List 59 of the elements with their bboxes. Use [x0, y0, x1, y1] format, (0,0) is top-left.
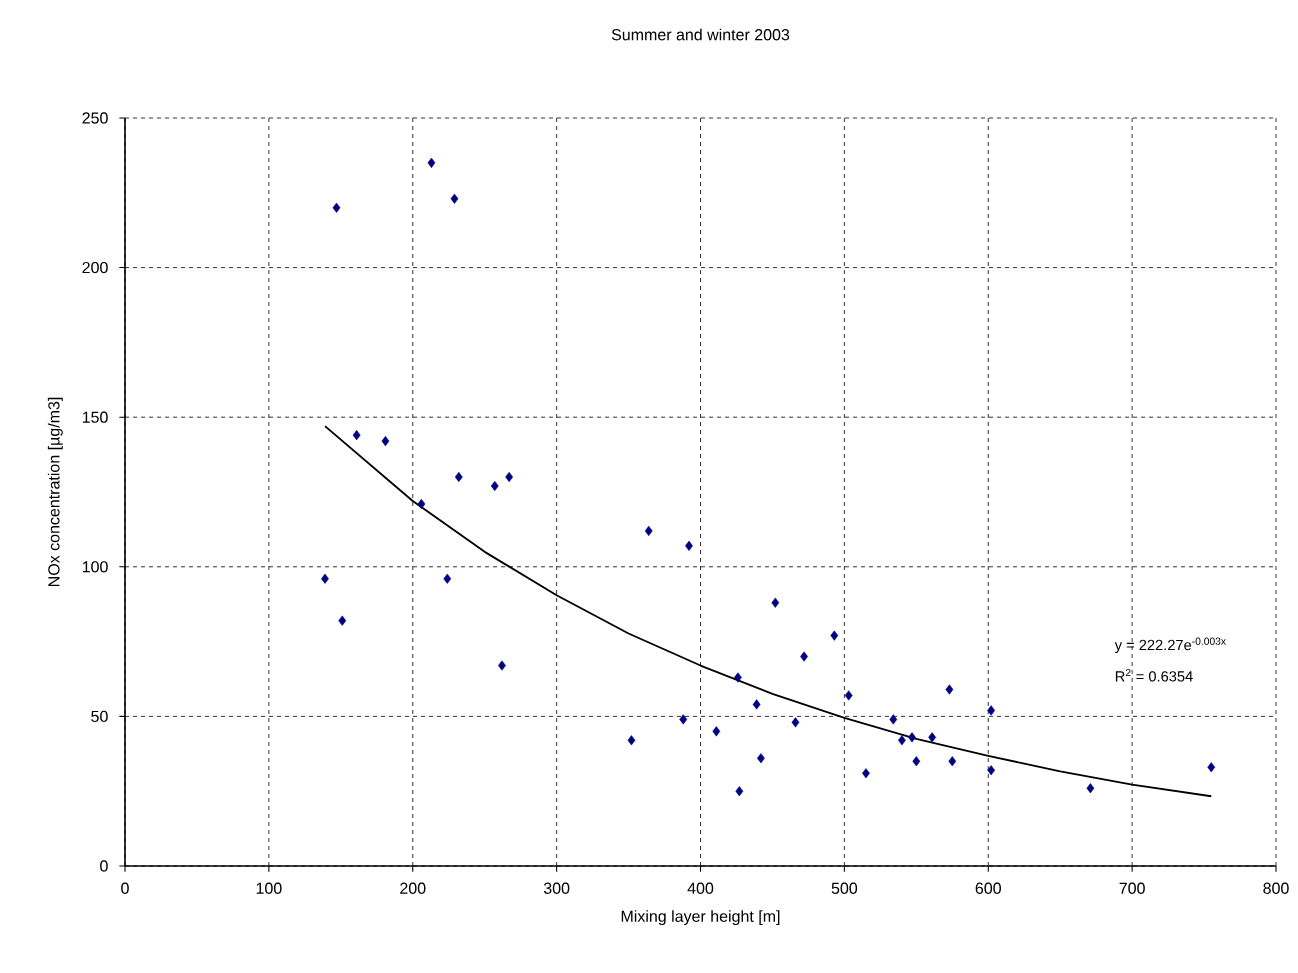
y-tick-label: 200 [82, 261, 108, 274]
point [791, 717, 800, 728]
point [734, 672, 742, 683]
point [752, 699, 761, 710]
point [844, 690, 853, 701]
point [757, 753, 765, 764]
y-tick-label: 50 [91, 710, 108, 723]
point [948, 756, 957, 767]
x-tick-label: 500 [831, 882, 858, 894]
x-tick-label: 200 [400, 882, 426, 894]
y-tick-label: 150 [82, 411, 108, 423]
point [987, 765, 995, 776]
x-tick-label: 0 [121, 882, 129, 894]
point [679, 714, 688, 725]
point [889, 714, 898, 725]
y-tick-label: 250 [82, 112, 108, 124]
y-tick-label: 0 [100, 860, 108, 872]
y-axis-title: NOx concentration [µg/m3] [47, 397, 63, 586]
point [644, 525, 653, 536]
point [1086, 783, 1095, 794]
x-tick-label: 600 [975, 882, 1001, 894]
point [800, 651, 808, 662]
point [945, 684, 954, 695]
point [490, 480, 499, 492]
point [712, 726, 721, 737]
chart-title: Summer and winter 2003 [611, 28, 790, 41]
point [381, 436, 390, 447]
point [417, 498, 426, 510]
point [498, 660, 506, 671]
point [830, 630, 839, 641]
point [912, 756, 921, 767]
point [627, 735, 636, 746]
point [443, 573, 452, 584]
y-tick-label: 100 [82, 561, 108, 573]
point [862, 768, 870, 779]
point [454, 471, 463, 483]
point [928, 732, 937, 743]
point [427, 157, 436, 168]
point [321, 573, 329, 584]
x-tick-label: 800 [1263, 882, 1289, 894]
point [685, 540, 693, 551]
point [987, 705, 995, 716]
point [332, 202, 341, 213]
point [450, 193, 459, 204]
x-axis-title: Mixing layer height [m] [621, 910, 780, 926]
point [1207, 762, 1216, 773]
annotation: y = 222.27e$^{-0.003x}$ [1114, 637, 1226, 654]
point [771, 597, 780, 608]
annotation: R$^{2}$ = 0.6354 [1115, 668, 1193, 682]
point [735, 786, 744, 797]
point [908, 732, 916, 743]
x-tick-label: 300 [543, 882, 570, 894]
point [352, 430, 361, 441]
point [898, 735, 906, 746]
x-tick-label: 400 [687, 882, 714, 894]
x-tick-label: 100 [256, 882, 282, 894]
x-tick-label: 700 [1119, 882, 1145, 894]
point [338, 615, 347, 626]
point [505, 471, 514, 483]
